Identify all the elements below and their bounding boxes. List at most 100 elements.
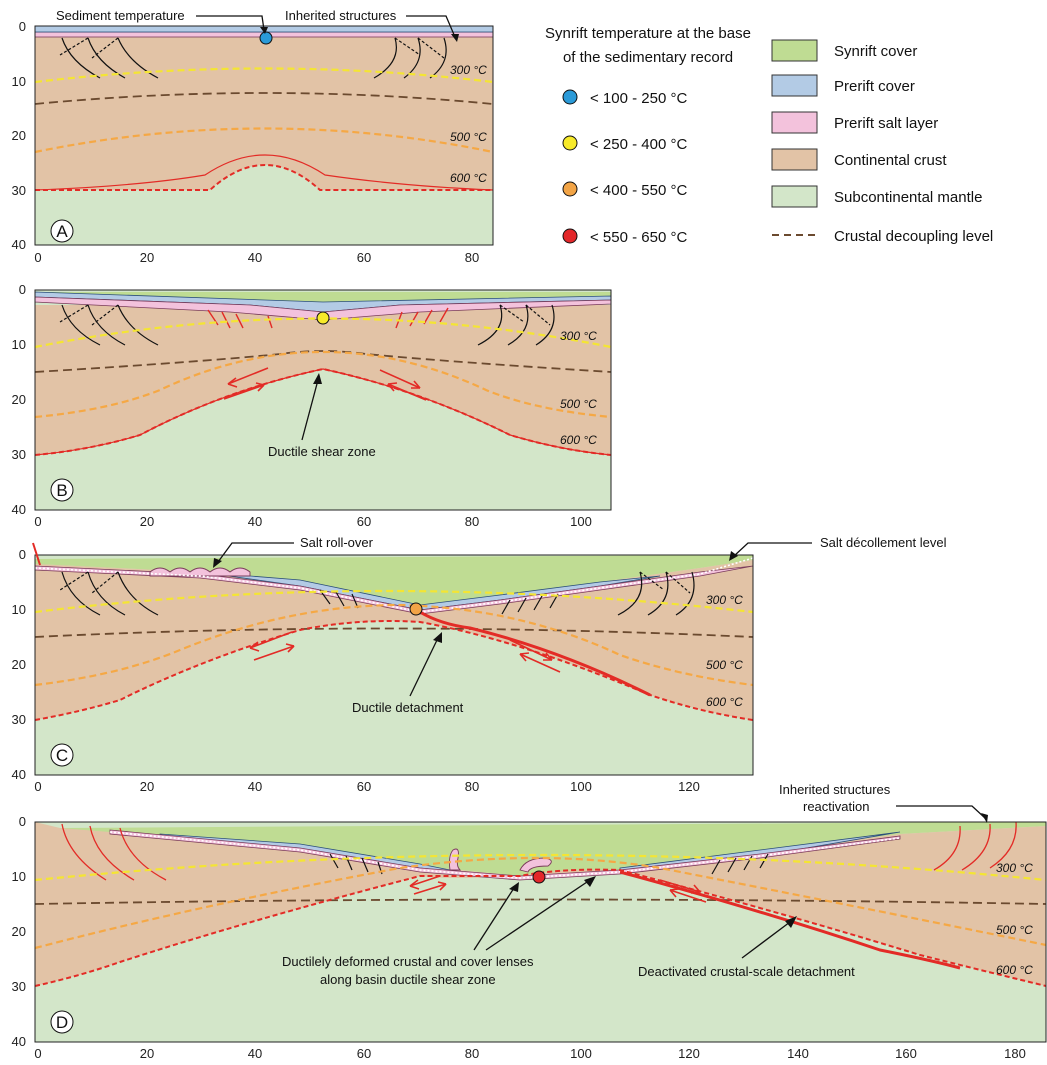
panel-d-isotherm-600 bbox=[34, 868, 1047, 987]
temperature-legend-title-1: Synrift temperature at the base bbox=[545, 25, 751, 42]
panel-a-isotherm-600 bbox=[35, 164, 493, 191]
panel-b-y-tick-30: 30 bbox=[12, 447, 26, 462]
panel-d-lenses-label-2: along basin ductile shear zone bbox=[320, 972, 496, 987]
panel-d-lenses-label-1: Ductilely deformed crustal and cover len… bbox=[282, 954, 534, 969]
panel-a-x-tick-40: 40 bbox=[248, 250, 262, 265]
panel-d-salt-diapir-1 bbox=[448, 848, 462, 871]
panel-a-inherited-arrow bbox=[406, 15, 456, 38]
panel-c-sediment-temperature-dot bbox=[409, 602, 423, 616]
panel-d-y-tick-20: 20 bbox=[12, 924, 26, 939]
panel-c-isotherm-500 bbox=[34, 603, 754, 687]
temp-legend-item-4: < 550 - 650 °C bbox=[590, 229, 687, 246]
panel-b-inherited-faults bbox=[59, 304, 555, 346]
panel-d-x-tick-60: 60 bbox=[357, 1046, 371, 1061]
panel-d-y-tick-10: 10 bbox=[12, 869, 26, 884]
panel-c-x-tick-60: 60 bbox=[357, 779, 371, 794]
unit-legend-item-4: Continental crust bbox=[834, 152, 947, 169]
panel-c-decollement-arrow bbox=[733, 542, 812, 557]
panel-d-salt-diapir-2 bbox=[519, 857, 552, 873]
panel-a-x-tick-80: 80 bbox=[465, 250, 479, 265]
panel-d-y-ticks: 0 10 20 30 40 bbox=[12, 814, 26, 1049]
temp-legend-dot-red bbox=[562, 228, 578, 244]
panel-a-temp-300: 300 °C bbox=[450, 63, 487, 77]
panel-d-temp-500: 500 °C bbox=[996, 923, 1033, 937]
panel-a-inherited-structures-label: Inherited structures bbox=[285, 8, 397, 23]
panel-b-x-tick-60: 60 bbox=[357, 514, 371, 529]
panel-d-inherited-faults bbox=[61, 821, 1017, 881]
panel-c-x-tick-120: 120 bbox=[678, 779, 700, 794]
panel-d-inherited-label-1: Inherited structures bbox=[779, 782, 891, 797]
panel-b-crust bbox=[35, 305, 611, 455]
panel-c-y-tick-0: 0 bbox=[19, 547, 26, 562]
panel-c-temp-300: 300 °C bbox=[706, 593, 743, 607]
panel-a-sediment-temperature-label: Sediment temperature bbox=[56, 8, 185, 23]
panel-c-salt-rollover-label: Salt roll-over bbox=[300, 535, 374, 550]
panel-c-x-tick-0: 0 bbox=[34, 779, 41, 794]
panel-c-y-tick-20: 20 bbox=[12, 657, 26, 672]
panel-d-lenses-arrow-2 bbox=[485, 879, 591, 951]
panel-c-y-tick-30: 30 bbox=[12, 712, 26, 727]
panel-b-y-tick-20: 20 bbox=[12, 392, 26, 407]
panel-b-shear-arrows bbox=[223, 367, 427, 401]
panel-c-y-tick-40: 40 bbox=[12, 767, 26, 782]
temp-legend-dot-yellow bbox=[562, 135, 578, 151]
panel-d-temp-300: 300 °C bbox=[996, 861, 1033, 875]
panel-c-temp-500: 500 °C bbox=[706, 658, 743, 672]
panel-b-x-tick-0: 0 bbox=[34, 514, 41, 529]
panel-a: 300 °C 500 °C 600 °C Sediment temperatur… bbox=[12, 8, 494, 265]
panel-a-label: A bbox=[56, 222, 68, 241]
panel-a-x-tick-20: 20 bbox=[140, 250, 154, 265]
panel-c-rollover-arrowhead bbox=[213, 558, 222, 568]
panel-d-inherited-arrowhead bbox=[981, 813, 988, 823]
panel-a-x-tick-60: 60 bbox=[357, 250, 371, 265]
panel-c-x-tick-40: 40 bbox=[248, 779, 262, 794]
panel-a-temp-600: 600 °C bbox=[450, 171, 487, 185]
temp-legend-item-1: < 100 - 250 °C bbox=[590, 90, 687, 107]
panel-b-x-tick-80: 80 bbox=[465, 514, 479, 529]
panel-a-moho bbox=[34, 154, 494, 191]
panel-b-temp-600: 600 °C bbox=[560, 433, 597, 447]
panel-a-inherited-arrowhead bbox=[451, 34, 459, 42]
panel-b-label-circle bbox=[50, 478, 74, 502]
panel-b-ductile-shear-zone-label: Ductile shear zone bbox=[268, 444, 376, 459]
panel-d-x-tick-120: 120 bbox=[678, 1046, 700, 1061]
panel-c-crust bbox=[35, 560, 753, 720]
panel-b-isotherm-500 bbox=[34, 350, 612, 419]
panel-b-y-tick-0: 0 bbox=[19, 282, 26, 297]
unit-legend-item-5: Subcontinental mantle bbox=[834, 189, 982, 206]
panel-c-decollement-label: Salt décollement level bbox=[820, 535, 947, 550]
panel-c-x-ticks: 0 20 40 60 80 100 120 bbox=[34, 779, 699, 794]
panel-d-x-tick-20: 20 bbox=[140, 1046, 154, 1061]
panel-d-synrift bbox=[60, 822, 1046, 876]
panel-c-detachment bbox=[419, 610, 651, 697]
unit-swatch-mantle bbox=[771, 185, 818, 208]
panel-a-y-tick-20: 20 bbox=[12, 128, 26, 143]
panel-d-crust bbox=[35, 822, 1046, 986]
panel-c-edge-fault bbox=[32, 542, 41, 566]
panel-a-sediment-temperature-dot bbox=[259, 31, 273, 45]
panel-d-label-circle bbox=[50, 1010, 74, 1034]
panel-c-inherited-faults bbox=[59, 571, 695, 616]
panel-d-deactivated-label: Deactivated crustal-scale detachment bbox=[638, 964, 855, 979]
panel-d-detachment bbox=[619, 870, 961, 970]
panel-d-lenses-arrowhead-2 bbox=[584, 876, 596, 887]
panel-c-salt-rollover bbox=[149, 567, 251, 577]
panel-b-shear-zone-arrow bbox=[301, 379, 319, 441]
panel-d-x-tick-140: 140 bbox=[787, 1046, 809, 1061]
panel-d-isotherm-500 bbox=[34, 856, 1047, 950]
panel-a-x-tick-0: 0 bbox=[34, 250, 41, 265]
panel-d-y-tick-0: 0 bbox=[19, 814, 26, 829]
panel-b-normal-faults bbox=[207, 307, 449, 329]
temp-legend-item-3: < 400 - 550 °C bbox=[590, 182, 687, 199]
panel-b-y-tick-10: 10 bbox=[12, 337, 26, 352]
panel-a-sediment-arrowhead bbox=[260, 27, 268, 34]
panel-a-temp-500: 500 °C bbox=[450, 130, 487, 144]
unit-swatch-salt bbox=[771, 111, 818, 134]
panel-b-synrift bbox=[35, 292, 611, 302]
panel-c-y-tick-10: 10 bbox=[12, 602, 26, 617]
panel-d-deactivated-arrowhead bbox=[785, 916, 797, 928]
panel-d-lenses-arrowhead-1 bbox=[509, 882, 519, 892]
panel-a-sediment-arrow bbox=[196, 15, 265, 31]
panel-d-shear-arrows bbox=[409, 875, 707, 903]
